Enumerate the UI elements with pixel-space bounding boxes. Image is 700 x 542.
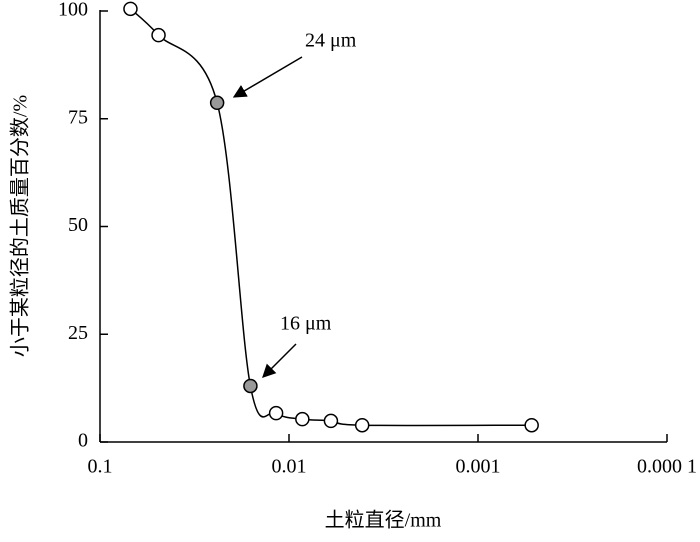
x-tick-label: 0.01 <box>272 456 307 478</box>
annotation: 16 μm <box>280 313 332 335</box>
y-tick-label: 0 <box>78 430 88 452</box>
annotation: 24 μm <box>305 30 357 52</box>
data-point <box>524 417 539 433</box>
x-tick-label: 0.000 1 <box>637 456 697 478</box>
data-point <box>209 95 225 111</box>
data-point <box>151 27 166 43</box>
arrow <box>262 343 297 378</box>
y-tick-label: 50 <box>68 214 88 236</box>
data-point <box>323 413 339 429</box>
x-tick-label: 0.001 <box>456 456 501 478</box>
data-point <box>268 405 284 421</box>
data-point <box>354 417 370 433</box>
data-point <box>295 411 310 427</box>
x-axis-label: 土粒直径/mm <box>325 509 442 532</box>
data-point <box>243 378 258 394</box>
y-tick-label: 100 <box>58 0 88 21</box>
data-point <box>123 1 138 17</box>
line <box>129 8 532 427</box>
arrow <box>232 56 303 98</box>
y-tick-label: 25 <box>68 322 88 344</box>
x-tick-label: 0.1 <box>88 456 113 478</box>
y-axis-label: 小于某粒径的土质量百分数/% <box>9 95 32 357</box>
y-tick-label: 75 <box>68 106 88 128</box>
